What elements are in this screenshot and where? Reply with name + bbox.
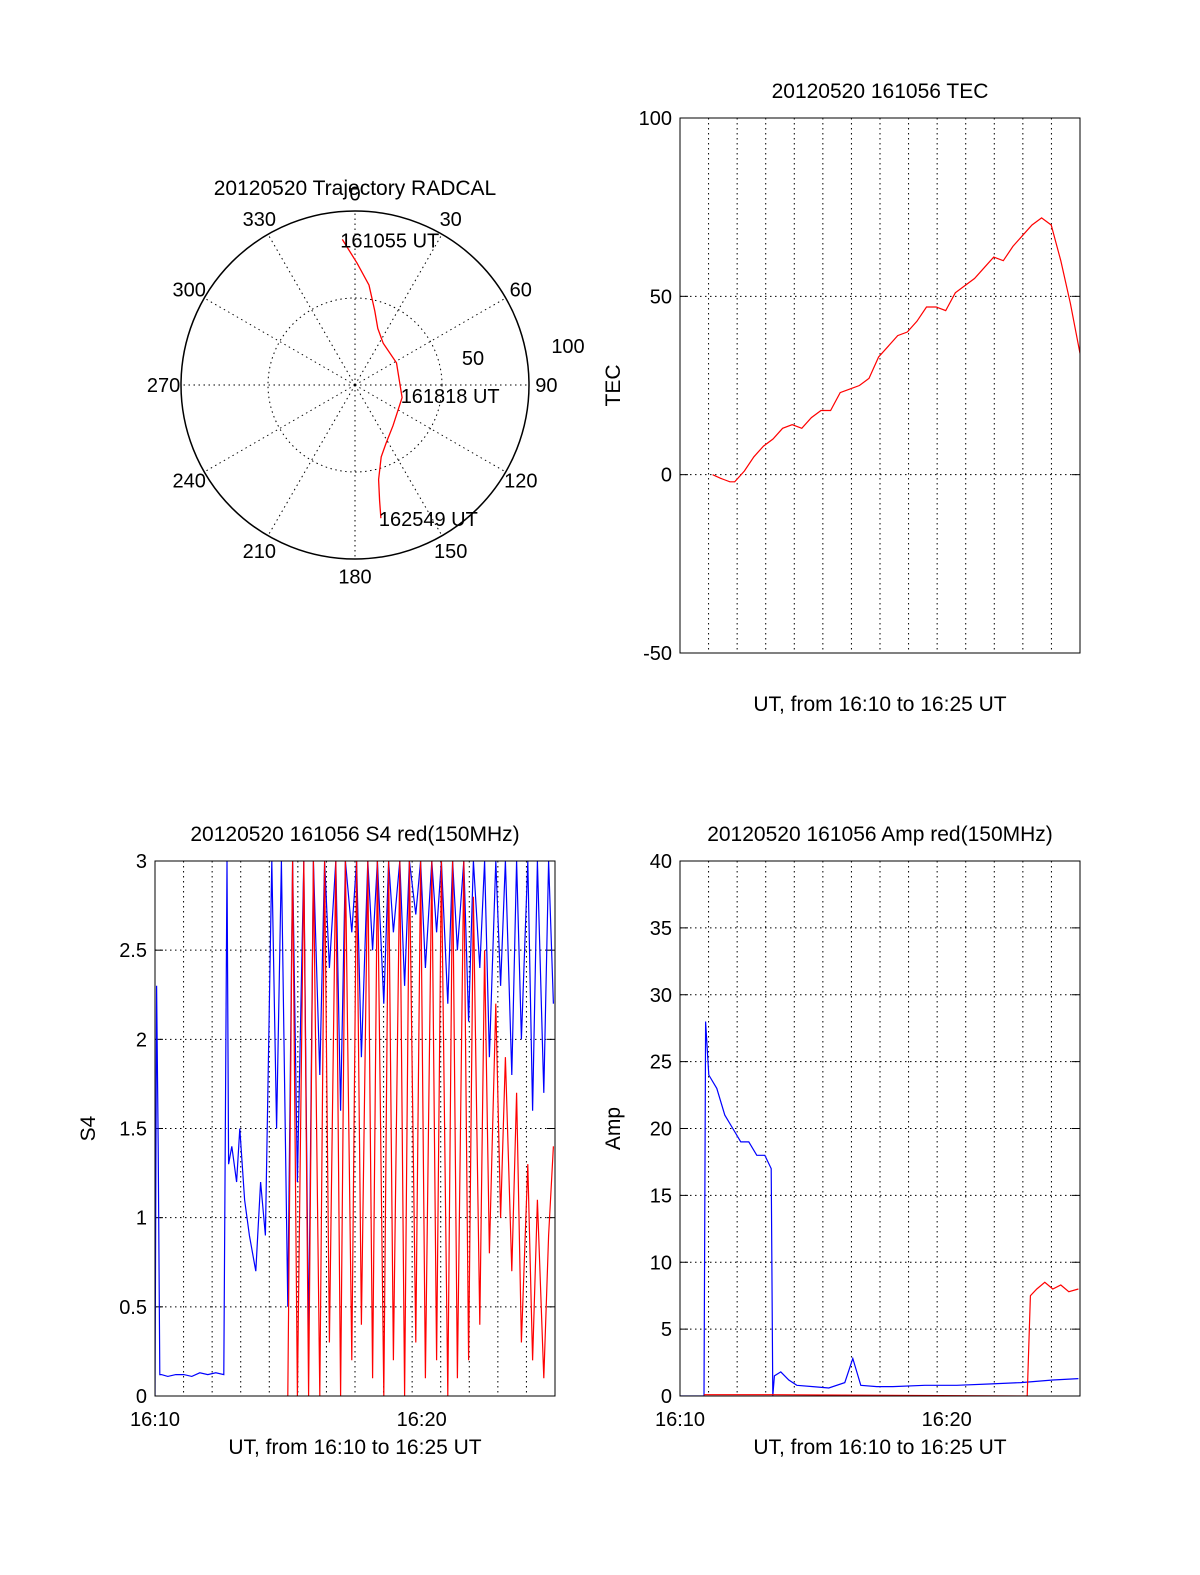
series-line-0 — [712, 217, 1080, 483]
angle-tick-label: 150 — [434, 541, 467, 563]
trajectory-line-0 — [341, 239, 403, 519]
angle-tick-label: 210 — [243, 541, 276, 563]
grid-spoke — [354, 384, 506, 473]
grid-ring — [267, 297, 443, 473]
x-axis-label: UT, from 16:10 to 16:25 UT — [753, 1436, 1006, 1459]
plot-frame — [154, 860, 556, 1397]
y-tick-label: 5 — [661, 1319, 672, 1341]
chart-panel-1: 20120520 161056 TEC 100 50 0 -50 UT, from 16:… — [602, 80, 1081, 716]
angle-tick-label: 0 — [349, 184, 360, 206]
y-tick-label: 2 — [136, 1029, 147, 1051]
radial-tick-label: 100 — [551, 336, 584, 358]
angle-tick-label: 30 — [440, 209, 462, 231]
angle-tick-label: 270 — [147, 375, 180, 397]
time-annotation: 162549 UT — [379, 509, 478, 531]
outer-circle — [180, 210, 530, 560]
chart-panel-3: 20120520 161056 Amp red(150MHz) 40 35 30 25 2… — [602, 823, 1081, 1459]
y-tick-label: 0 — [661, 465, 672, 487]
grid-spoke — [354, 297, 506, 386]
angle-tick-label: 60 — [510, 279, 532, 301]
chart-title: 20120520 Trajectory RADCAL — [214, 177, 497, 200]
x-tick-label: 16:10 — [655, 1409, 705, 1431]
series-line-0 — [155, 861, 554, 1396]
x-tick-label: 16:10 — [130, 1409, 180, 1431]
grid-spoke — [354, 384, 443, 536]
angle-tick-label: 330 — [243, 209, 276, 231]
y-tick-label: 1.5 — [119, 1119, 147, 1141]
y-tick-label: -50 — [643, 643, 672, 665]
y-tick-label: 15 — [650, 1185, 672, 1207]
angle-tick-label: 180 — [338, 566, 371, 588]
x-tick-label: 16:20 — [922, 1409, 972, 1431]
series-line-1 — [287, 861, 554, 1396]
y-tick-label: 1 — [136, 1208, 147, 1230]
time-annotation: 161055 UT — [340, 230, 439, 252]
angle-tick-label: 90 — [535, 375, 557, 397]
grid-spoke — [204, 384, 356, 473]
series-line-1 — [704, 1281, 1079, 1396]
chart-title: 20120520 161056 TEC — [772, 80, 989, 103]
y-tick-label: 30 — [650, 985, 672, 1007]
grid-spoke — [204, 297, 356, 386]
y-axis-label: TEC — [602, 365, 625, 407]
y-tick-label: 35 — [650, 918, 672, 940]
angle-tick-label: 120 — [504, 471, 537, 493]
radial-tick-label: 50 — [462, 348, 484, 370]
y-tick-label: 2.5 — [119, 940, 147, 962]
x-tick-label: 16:20 — [397, 1409, 447, 1431]
chart-title: 20120520 161056 S4 red(150MHz) — [190, 823, 519, 846]
chart-title: 20120520 161056 Amp red(150MHz) — [707, 823, 1053, 846]
grid-spoke — [354, 234, 443, 386]
y-tick-label: 0 — [136, 1386, 147, 1408]
y-axis-label: Amp — [602, 1107, 625, 1150]
y-tick-label: 50 — [650, 286, 672, 308]
y-axis-label: S4 — [77, 1115, 100, 1141]
y-tick-label: 40 — [650, 851, 672, 873]
y-tick-label: 0 — [661, 1386, 672, 1408]
y-tick-label: 25 — [650, 1052, 672, 1074]
plot-frame — [679, 117, 1081, 654]
plot-frame — [679, 860, 1081, 1397]
y-tick-label: 20 — [650, 1119, 672, 1141]
angle-tick-label: 300 — [173, 279, 206, 301]
series-line-0 — [680, 1021, 1079, 1396]
time-annotation: 161818 UT — [401, 386, 500, 408]
angle-tick-label: 240 — [173, 471, 206, 493]
chart-panel-2: 20120520 161056 S4 red(150MHz) 3 2.5 2 1.5 1 0… — [77, 823, 556, 1459]
x-axis-label: UT, from 16:10 to 16:25 UT — [228, 1436, 481, 1459]
y-tick-label: 10 — [650, 1252, 672, 1274]
y-tick-label: 0.5 — [119, 1297, 147, 1319]
y-tick-label: 100 — [639, 108, 672, 130]
x-axis-label: UT, from 16:10 to 16:25 UT — [753, 693, 1006, 716]
grid-spoke — [267, 384, 356, 536]
grid-spoke — [267, 234, 356, 386]
y-tick-label: 3 — [136, 851, 147, 873]
